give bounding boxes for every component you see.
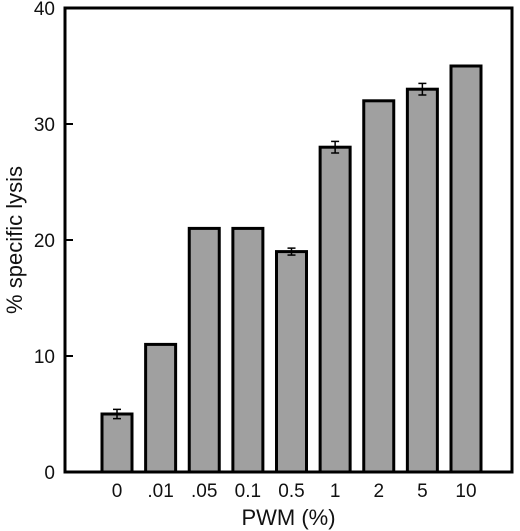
error-bars: [113, 82, 427, 420]
x-tick-label: 10: [455, 481, 476, 502]
bar-0.1: [231, 226, 265, 474]
x-axis-tick-labels: 0 .01 .05 0.1 0.5 1 2 5 10: [112, 481, 477, 502]
bar-5: [405, 87, 439, 474]
x-tick-label: 5: [417, 481, 428, 502]
bar-10: [449, 64, 483, 474]
x-tick-label: 2: [373, 481, 384, 502]
y-tick-label: 40: [34, 0, 55, 20]
y-axis-label: % specific lysis: [2, 166, 27, 314]
x-tick-label: .01: [147, 481, 173, 502]
plot-frame: [63, 6, 514, 474]
bar-0.5: [275, 250, 308, 474]
x-tick-label: 0.1: [235, 481, 261, 502]
y-tick-label: 30: [34, 115, 55, 136]
bars: [100, 64, 483, 474]
y-tick-label: 20: [34, 231, 55, 252]
y-tick-label: 10: [34, 347, 55, 368]
y-axis-ticks: 0 10 20 30 40: [34, 0, 73, 484]
bar-1: [318, 145, 352, 474]
x-tick-label: .05: [191, 481, 217, 502]
bar-.05: [187, 226, 221, 474]
x-tick-label: 0.5: [278, 481, 304, 502]
bar-2: [362, 99, 396, 474]
x-axis-label: PWM (%): [241, 505, 335, 530]
bar-.01: [144, 342, 178, 474]
x-tick-label: 1: [330, 481, 341, 502]
y-tick-label: 0: [44, 463, 55, 484]
x-tick-label: 0: [112, 481, 123, 502]
bar-0: [100, 412, 134, 474]
